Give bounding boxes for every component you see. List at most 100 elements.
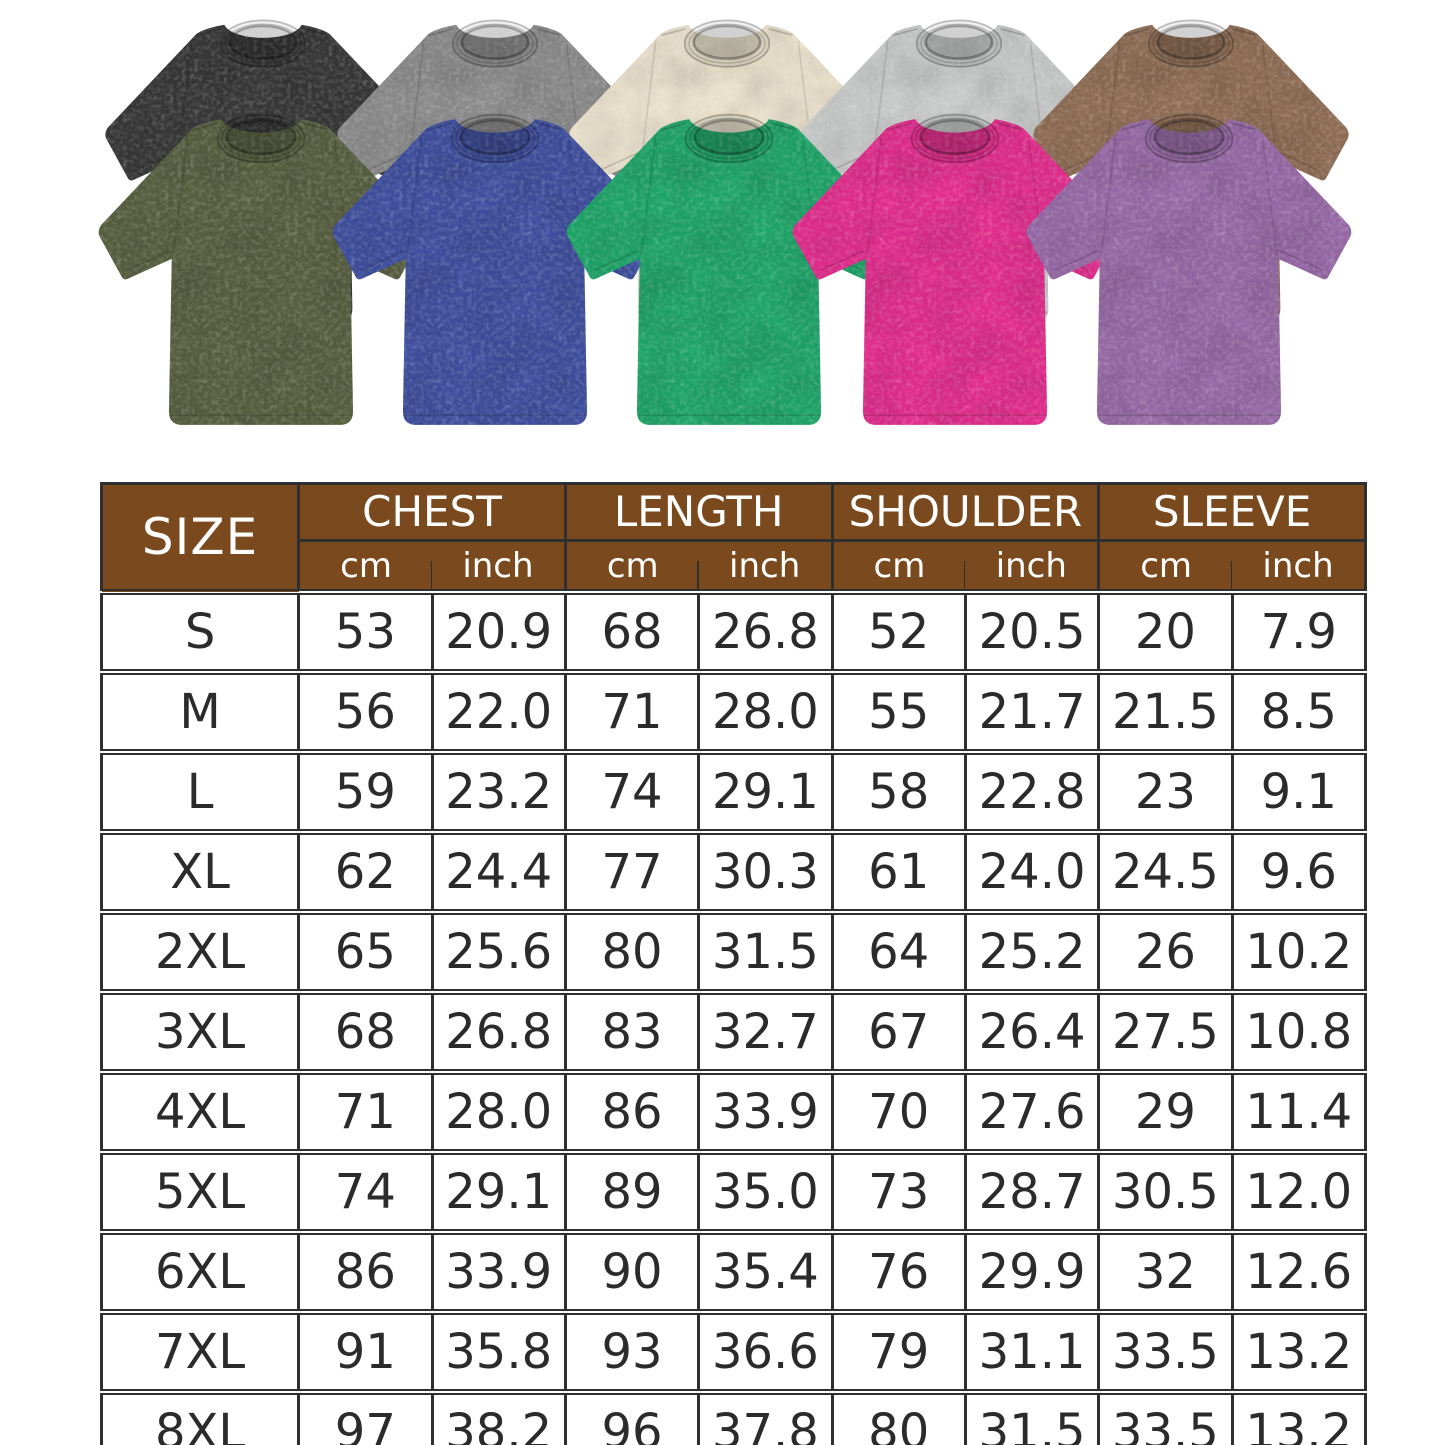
chest-in-cell: 28.0 [432,1069,567,1152]
table-row: L 59 23.2 74 29.1 58 22.8 23 9.1 [101,749,1366,832]
length-in-cell: 35.4 [698,1229,834,1312]
chest-cm-cell: 86 [298,1229,434,1312]
sleeve-in-cell: 11.4 [1232,1069,1366,1152]
sleeve-in-cell: 13.2 [1232,1309,1366,1392]
size-table-body: S 53 20.9 68 26.8 52 20.5 20 7.9 M 56 22.0 71 28.0 55 2… [101,589,1366,1445]
shoulder-in-cell: 29.9 [965,1229,1101,1312]
length-cm-cell: 80 [565,909,701,992]
shoulder-inch-header: inch [965,540,1101,592]
size-cell: S [101,589,301,672]
shoulder-in-cell: 25.2 [965,909,1101,992]
length-in-cell: 26.8 [698,589,834,672]
length-in-cell: 32.7 [698,989,834,1072]
sleeve-in-cell: 12.0 [1232,1149,1366,1232]
sleeve-cm-cell: 24.5 [1098,829,1234,912]
chest-cm-cell: 71 [298,1069,434,1152]
sleeve-cm-cell: 30.5 [1098,1149,1234,1232]
sleeve-in-cell: 8.5 [1232,669,1366,752]
length-cm-cell: 89 [565,1149,701,1232]
table-row: 6XL 86 33.9 90 35.4 76 29.9 32 12.6 [101,1229,1366,1312]
sleeve-cm-cell: 20 [1098,589,1234,672]
chest-in-cell: 38.2 [432,1389,567,1445]
chest-cm-header: cm [298,540,433,592]
chest-cm-cell: 91 [298,1309,434,1392]
shoulder-in-cell: 31.1 [965,1309,1101,1392]
chest-in-cell: 20.9 [432,589,567,672]
size-cell: M [101,669,301,752]
size-chart-table: SIZE CHEST LENGTH SHOULDER SLEEVE cm inc… [100,482,1367,1445]
table-row: 7XL 91 35.8 93 36.6 79 31.1 33.5 13.2 [101,1309,1366,1392]
length-inch-header: inch [698,540,834,592]
size-cell: L [101,749,301,832]
chest-inch-header: inch [432,540,567,592]
chest-in-cell: 29.1 [432,1149,567,1232]
chest-cm-cell: 97 [298,1389,434,1445]
length-in-cell: 28.0 [698,669,834,752]
sleeve-in-cell: 10.2 [1232,909,1366,992]
chest-in-cell: 35.8 [432,1309,567,1392]
shoulder-cm-cell: 58 [832,749,967,832]
length-in-cell: 37.8 [698,1389,834,1445]
chest-in-cell: 24.4 [432,829,567,912]
chest-cm-cell: 59 [298,749,434,832]
shoulder-cm-cell: 70 [832,1069,967,1152]
length-in-cell: 30.3 [698,829,834,912]
sleeve-in-cell: 12.6 [1232,1229,1366,1312]
table-row: 4XL 71 28.0 86 33.9 70 27.6 29 11.4 [101,1069,1366,1152]
length-cm-cell: 86 [565,1069,701,1152]
chest-in-cell: 23.2 [432,749,567,832]
length-cm-cell: 96 [565,1389,701,1445]
product-gallery [0,0,1445,480]
chest-in-cell: 25.6 [432,909,567,992]
sleeve-in-cell: 10.8 [1232,989,1366,1072]
length-in-cell: 35.0 [698,1149,834,1232]
sleeve-cm-cell: 29 [1098,1069,1234,1152]
shoulder-in-cell: 31.5 [965,1389,1101,1445]
shoulder-in-cell: 22.8 [965,749,1101,832]
chest-cm-cell: 62 [298,829,434,912]
size-cell: 2XL [101,909,301,992]
table-row: 8XL 97 38.2 96 37.8 80 31.5 33.5 13.2 [101,1389,1366,1445]
length-cm-cell: 68 [565,589,701,672]
table-row: 5XL 74 29.1 89 35.0 73 28.7 30.5 12.0 [101,1149,1366,1232]
length-in-cell: 33.9 [698,1069,834,1152]
shoulder-cm-cell: 79 [832,1309,967,1392]
table-row: XL 62 24.4 77 30.3 61 24.0 24.5 9.6 [101,829,1366,912]
length-in-cell: 29.1 [698,749,834,832]
size-cell: 8XL [101,1389,301,1445]
shoulder-header: SHOULDER [832,483,1101,542]
length-cm-cell: 90 [565,1229,701,1312]
shoulder-cm-cell: 55 [832,669,967,752]
shoulder-in-cell: 20.5 [965,589,1101,672]
length-in-cell: 36.6 [698,1309,834,1392]
sleeve-cm-header: cm [1098,540,1233,592]
chest-in-cell: 33.9 [432,1229,567,1312]
shoulder-cm-cell: 80 [832,1389,967,1445]
sleeve-in-cell: 9.6 [1232,829,1366,912]
size-cell: 7XL [101,1309,301,1392]
tshirt-washed-purple [1016,108,1362,430]
chest-in-cell: 22.0 [432,669,567,752]
sleeve-cm-cell: 33.5 [1098,1309,1234,1392]
shoulder-in-cell: 24.0 [965,829,1101,912]
size-cell: 3XL [101,989,301,1072]
sleeve-cm-cell: 32 [1098,1229,1234,1312]
sleeve-in-cell: 9.1 [1232,749,1366,832]
chest-cm-cell: 74 [298,1149,434,1232]
shoulder-in-cell: 27.6 [965,1069,1101,1152]
chest-cm-cell: 53 [298,589,434,672]
shoulder-in-cell: 21.7 [965,669,1101,752]
length-cm-cell: 93 [565,1309,701,1392]
length-cm-header: cm [565,540,700,592]
size-cell: XL [101,829,301,912]
sleeve-header: SLEEVE [1098,483,1366,542]
size-header: SIZE [101,483,301,592]
shoulder-cm-cell: 76 [832,1229,967,1312]
sleeve-inch-header: inch [1232,540,1366,592]
table-row: M 56 22.0 71 28.0 55 21.7 21.5 8.5 [101,669,1366,752]
sleeve-cm-cell: 33.5 [1098,1389,1234,1445]
shoulder-cm-cell: 61 [832,829,967,912]
shoulder-in-cell: 26.4 [965,989,1101,1072]
shoulder-cm-header: cm [832,540,966,592]
